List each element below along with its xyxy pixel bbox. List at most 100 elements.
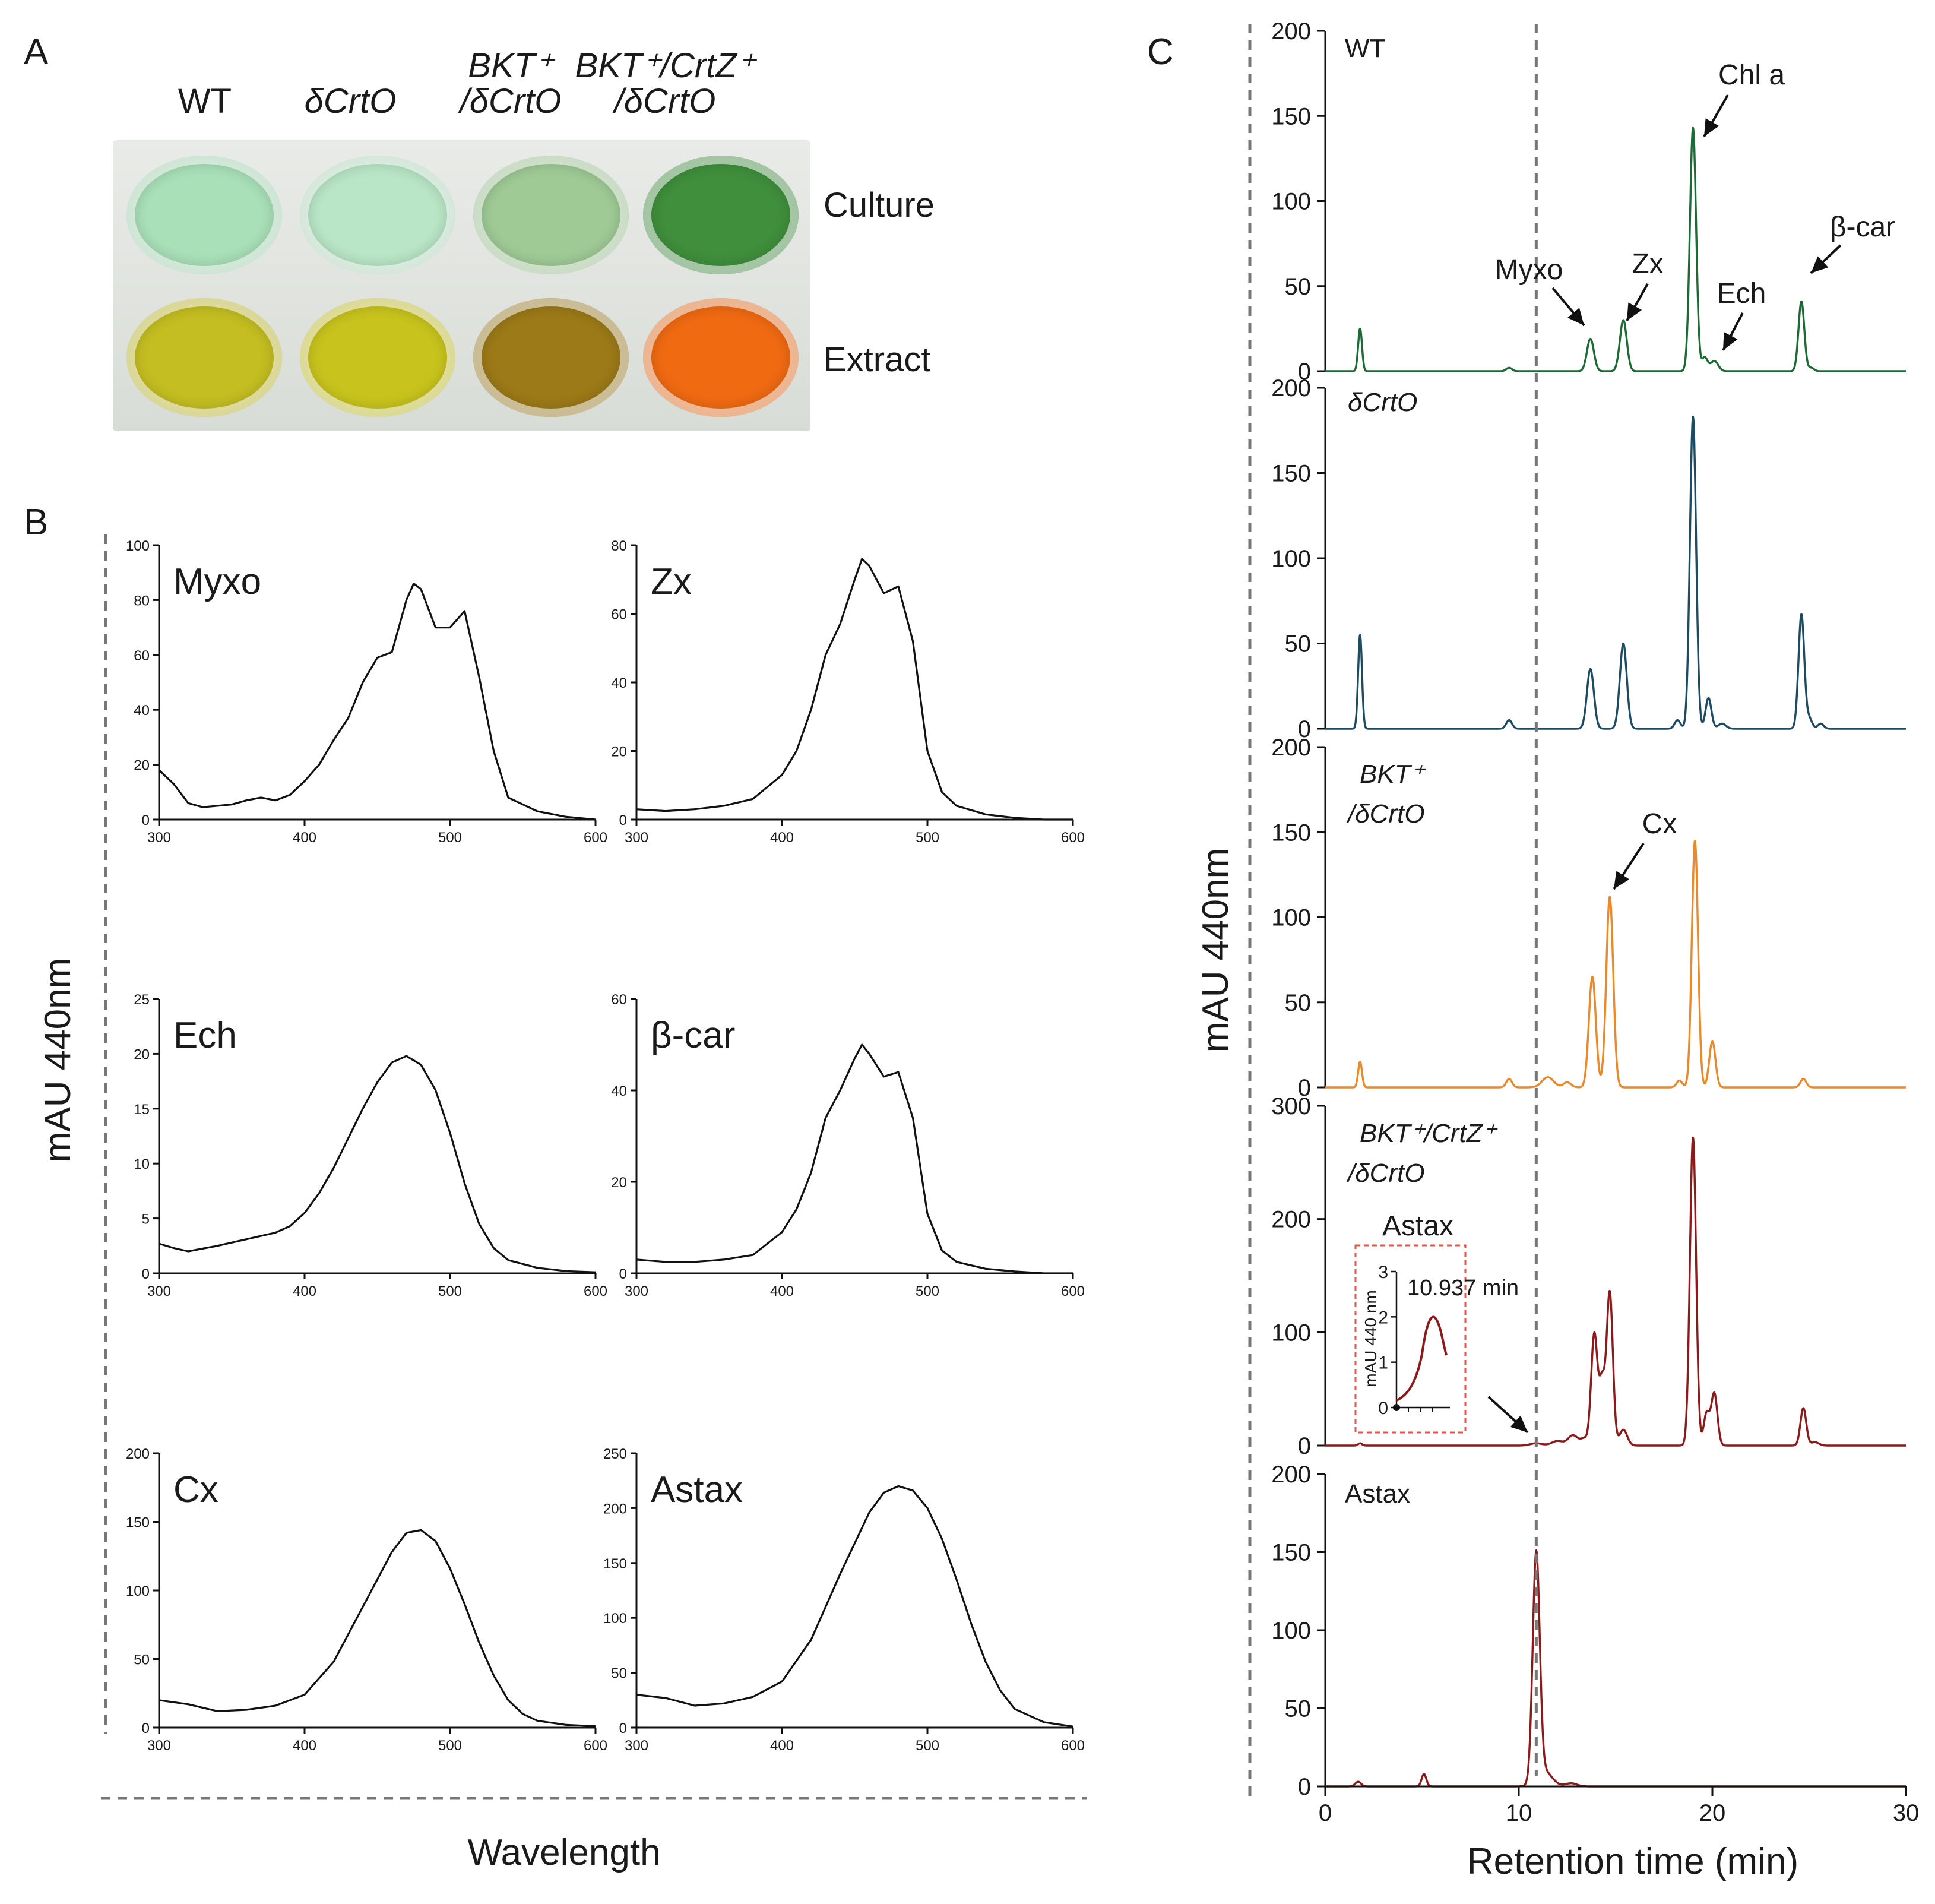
spectrum-3-xtick-label: 400: [293, 1283, 316, 1299]
spectrum-1-xtick-label: 300: [147, 830, 171, 846]
inset-trace: [1396, 1315, 1448, 1402]
spectrum-1-ytick-label: 20: [134, 758, 150, 774]
spectrum-3-ytick-label: 5: [142, 1212, 150, 1228]
retention-xtick-label: 20: [1699, 1800, 1726, 1826]
chromatogram-4-ytick-label: 200: [1271, 1207, 1311, 1233]
spectrum-4-ytick-label: 0: [619, 1266, 627, 1282]
chromatogram-1-ytick-label: 150: [1271, 103, 1311, 129]
spectrum-2-xtick-label: 500: [916, 830, 939, 846]
peak-label-cx: Cx: [1642, 808, 1677, 840]
chromatogram-5-ytick-label: 150: [1271, 1540, 1311, 1566]
spectrum-6-curve: [636, 1485, 1073, 1728]
chromatogram-3-title-line2: /δCrtO: [1346, 799, 1425, 828]
spectrum-2-ytick-label: 40: [611, 675, 627, 691]
chromatogram-2-ytick-label: 50: [1285, 631, 1312, 657]
spectrum-3-ytick-label: 20: [134, 1046, 150, 1062]
chromatogram-5-ytick-label: 100: [1271, 1618, 1311, 1644]
panel-b-ylabel: mAU 440nm: [37, 958, 78, 1163]
chromatogram-1-trace: [1324, 126, 1907, 372]
inset-title: Astax: [1382, 1210, 1453, 1242]
spectrum-3-xtick-label: 500: [438, 1283, 462, 1299]
row-label-culture: Culture: [824, 186, 935, 224]
extract-well-2: [300, 298, 455, 417]
peak-label-beta-car: β-car: [1830, 211, 1895, 243]
spectrum-1-curve: [158, 583, 596, 821]
spectrum-3-ytick-label: 25: [134, 992, 150, 1008]
spectrum-2-xtick-label: 600: [1061, 830, 1085, 846]
spectrum-2-title: Zx: [651, 561, 692, 602]
spectrum-4-xtick-label: 300: [625, 1283, 648, 1299]
arrow-ech-head: [1723, 332, 1738, 350]
chromatogram-3-ytick-label: 50: [1285, 990, 1312, 1016]
spectrum-1-ytick-label: 80: [134, 593, 150, 609]
spectrum-6-xtick-label: 600: [1061, 1738, 1085, 1754]
arrow-myxo-head: [1567, 308, 1584, 325]
inset-ytick-label: 1: [1378, 1353, 1388, 1373]
spectrum-4-ytick-label: 60: [611, 992, 627, 1008]
chromatogram-1-title: WT: [1345, 34, 1385, 63]
spectrum-2-xtick-label: 400: [770, 830, 794, 846]
chromatogram-5-ytick-label: 50: [1285, 1696, 1312, 1722]
spectrum-1-xtick-label: 400: [293, 830, 316, 846]
spectrum-5-curve: [159, 1529, 596, 1728]
culture-well-3: [473, 156, 629, 274]
spectrum-5-ytick-label: 100: [126, 1583, 150, 1599]
inset-ytick-label: 3: [1378, 1263, 1388, 1282]
chromatogram-3-trace: [1324, 839, 1907, 1089]
chromatogram-3-ytick-label: 100: [1271, 905, 1311, 931]
chromatogram-1-ytick-label: 200: [1271, 18, 1311, 45]
spectrum-3-ytick-label: 10: [134, 1156, 150, 1172]
spectrum-4-title: β-car: [651, 1015, 735, 1056]
chromatogram-5-ytick-label: 200: [1271, 1462, 1311, 1488]
extract-well-3: [473, 298, 629, 417]
chromatogram-5-title: Astax: [1345, 1479, 1410, 1508]
spectrum-5-ytick-label: 200: [126, 1446, 150, 1462]
chromatogram-2-trace: [1324, 416, 1907, 730]
strain-label-3-line2: /δCrtO: [458, 82, 562, 121]
spectrum-1-title: Myxo: [173, 561, 261, 602]
chromatogram-5: 0 50 100 150 200: [1271, 1462, 1907, 1800]
inset-annotation: 10.937 min: [1407, 1276, 1519, 1301]
culture-well-1: [126, 156, 282, 274]
culture-well-2: [300, 156, 455, 274]
spectrum-5-ytick-label: 50: [134, 1652, 150, 1668]
spectrum-4-ytick-label: 40: [611, 1083, 627, 1099]
spectrum-6-ytick-label: 150: [603, 1556, 627, 1572]
peak-label-chl-a: Chl a: [1718, 59, 1785, 91]
chromatogram-2-ytick-label: 150: [1271, 461, 1311, 487]
spectrum-3-curve: [159, 1055, 596, 1273]
spectrum-2-xtick-label: 300: [625, 830, 648, 846]
spectrum-4-chart: 0 20 40 60 300 400 500 600 β-car: [611, 992, 1085, 1299]
inset-ytick-label: 2: [1378, 1308, 1388, 1327]
arrow-beta-car-head: [1811, 256, 1829, 273]
spectrum-5-ytick-label: 150: [126, 1515, 150, 1531]
chromatogram-5-ytick-label: 0: [1298, 1774, 1311, 1800]
inset-frame: [1354, 1244, 1467, 1434]
spectrum-4-xtick-label: 400: [770, 1283, 794, 1299]
spectrum-4-xtick-label: 600: [1061, 1283, 1085, 1299]
chromatogram-4-ytick-label: 300: [1271, 1093, 1311, 1119]
chromatogram-3: 0 50 100 150 200: [1271, 735, 1907, 1101]
spectrum-5-chart: 0 50 100 150 200 300 400 500 600 Cx: [126, 1446, 607, 1754]
chromatogram-1-ytick-label: 0: [1298, 359, 1311, 385]
row-label-extract: Extract: [824, 340, 931, 379]
extract-well-4: [643, 298, 799, 417]
chromatogram-2: 0 50 100 150 200: [1271, 375, 1907, 742]
spectrum-6-ytick-label: 250: [603, 1446, 627, 1462]
spectrum-2-ytick-label: 0: [619, 812, 627, 828]
arrow-astax-head: [1510, 1415, 1528, 1432]
chromatogram-3-ytick-label: 200: [1271, 735, 1311, 761]
chromatogram-1: 0 50 100 150 200: [1271, 18, 1907, 385]
spectrum-6-ytick-label: 50: [611, 1666, 627, 1682]
spectrum-2-ytick-label: 20: [611, 744, 627, 760]
inset-origin-dot: [1393, 1404, 1400, 1411]
spectrum-6-title: Astax: [651, 1469, 743, 1510]
spectrum-5-title: Cx: [173, 1469, 218, 1510]
spectrum-1-chart: 0 20 40 60 80 100 300 400 500 600 Myxo: [126, 538, 607, 846]
spectrum-1-xtick-label: 600: [584, 830, 607, 846]
chromatogram-2-ytick-label: 100: [1271, 546, 1311, 572]
chromatogram-2-ytick-label: 200: [1271, 375, 1311, 401]
spectrum-1-ytick-label: 60: [134, 648, 150, 664]
chromatogram-3-title-line1: BKT⁺: [1360, 760, 1427, 789]
spectrum-1-xtick-label: 500: [438, 830, 462, 846]
